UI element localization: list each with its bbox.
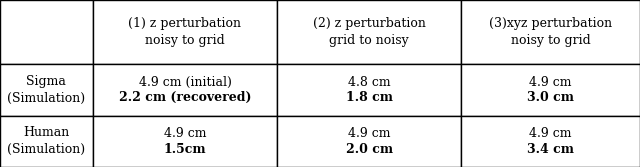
Text: 3.0 cm: 3.0 cm bbox=[527, 91, 574, 104]
Bar bbox=[461, 64, 640, 116]
Text: Human
(Simulation): Human (Simulation) bbox=[7, 126, 86, 156]
Text: 4.9 cm: 4.9 cm bbox=[529, 127, 572, 140]
Text: 4.8 cm: 4.8 cm bbox=[348, 75, 390, 89]
Text: 4.9 cm: 4.9 cm bbox=[529, 75, 572, 89]
Bar bbox=[461, 0, 640, 64]
Text: 1.5cm: 1.5cm bbox=[164, 143, 206, 156]
Text: (2) z perturbation
grid to noisy: (2) z perturbation grid to noisy bbox=[313, 17, 426, 47]
Text: (3)xyz perturbation
noisy to grid: (3)xyz perturbation noisy to grid bbox=[489, 17, 612, 47]
Text: 2.0 cm: 2.0 cm bbox=[346, 143, 393, 156]
Text: 4.9 cm: 4.9 cm bbox=[348, 127, 390, 140]
Bar bbox=[0, 116, 93, 167]
Text: 4.9 cm: 4.9 cm bbox=[164, 127, 206, 140]
Bar bbox=[93, 116, 277, 167]
Text: 4.9 cm (initial): 4.9 cm (initial) bbox=[138, 75, 232, 89]
Bar bbox=[0, 64, 93, 116]
Text: 3.4 cm: 3.4 cm bbox=[527, 143, 574, 156]
Text: (1) z perturbation
noisy to grid: (1) z perturbation noisy to grid bbox=[129, 17, 241, 47]
Bar bbox=[93, 0, 277, 64]
Bar bbox=[277, 116, 461, 167]
Bar bbox=[461, 116, 640, 167]
Bar bbox=[0, 0, 93, 64]
Text: 1.8 cm: 1.8 cm bbox=[346, 91, 393, 104]
Text: 2.2 cm (recovered): 2.2 cm (recovered) bbox=[118, 91, 252, 104]
Bar bbox=[277, 0, 461, 64]
Bar bbox=[93, 64, 277, 116]
Bar bbox=[277, 64, 461, 116]
Text: Sigma
(Simulation): Sigma (Simulation) bbox=[7, 75, 86, 105]
